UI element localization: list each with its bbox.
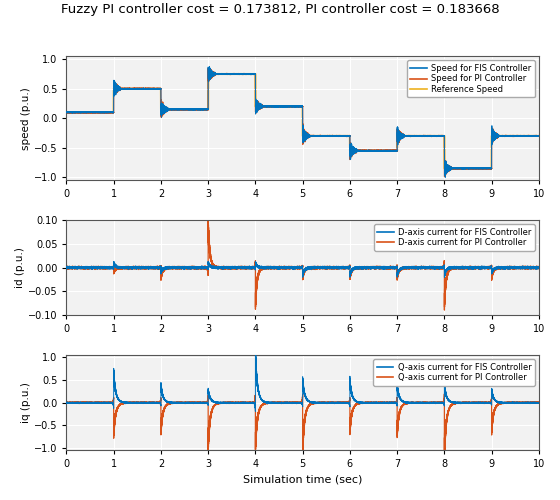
- Legend: Speed for FIS Controller, Speed for PI Controller, Reference Speed: Speed for FIS Controller, Speed for PI C…: [407, 60, 535, 98]
- Legend: D-axis current for FIS Controller, D-axis current for PI Controller: D-axis current for FIS Controller, D-axi…: [374, 224, 535, 250]
- Text: Fuzzy PI controller cost = 0.173812, PI controller cost = 0.183668: Fuzzy PI controller cost = 0.173812, PI …: [60, 2, 500, 16]
- Legend: Q-axis current for FIS Controller, Q-axis current for PI Controller: Q-axis current for FIS Controller, Q-axi…: [374, 360, 535, 386]
- Y-axis label: iq (p.u.): iq (p.u.): [21, 382, 31, 423]
- X-axis label: Simulation time (sec): Simulation time (sec): [243, 475, 362, 485]
- Y-axis label: speed (p.u.): speed (p.u.): [21, 87, 31, 150]
- Y-axis label: id (p.u.): id (p.u.): [15, 247, 25, 288]
